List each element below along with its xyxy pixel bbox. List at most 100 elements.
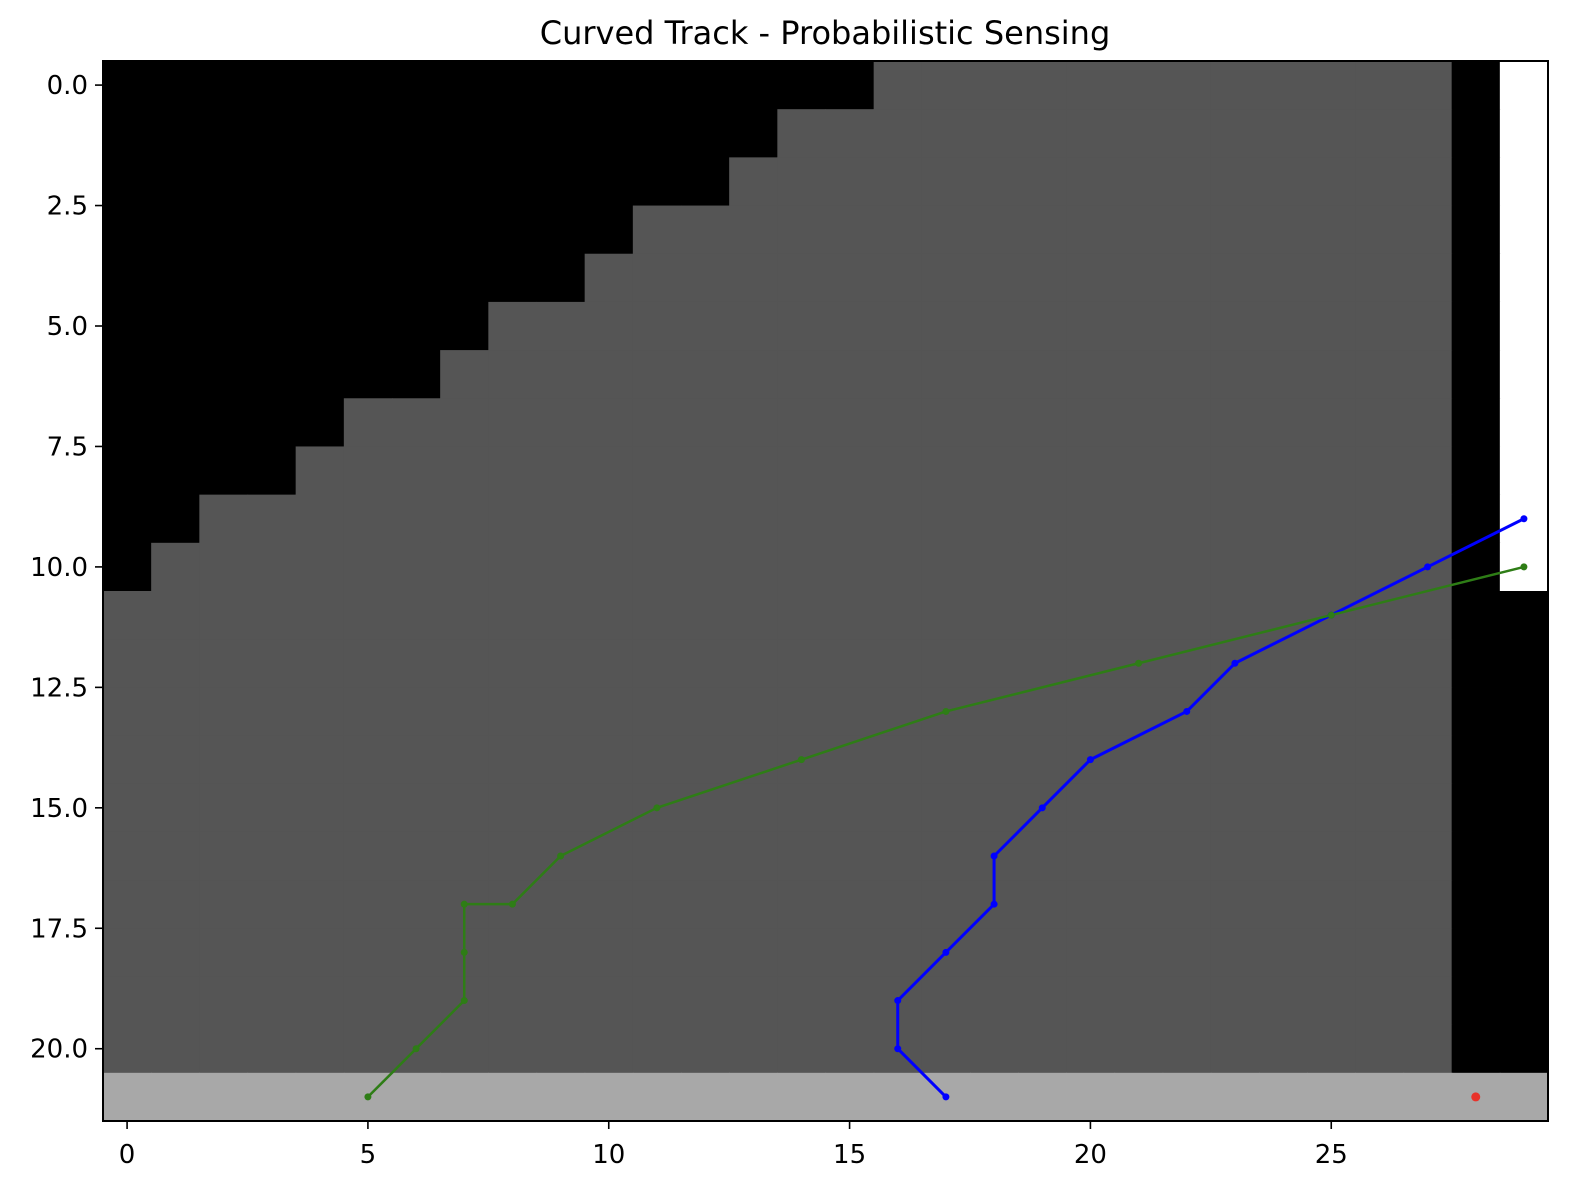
grid-cell xyxy=(777,639,827,688)
trajectory-point xyxy=(1135,659,1143,667)
grid-cell xyxy=(1018,446,1067,496)
grid-cell xyxy=(729,783,778,833)
grid-cell xyxy=(1499,928,1549,978)
grid-cell xyxy=(199,446,249,496)
y-tick-label: 12.5 xyxy=(30,673,88,703)
x-axis-ticks: 0 5 10 15 20 25 xyxy=(119,1121,1348,1170)
grid-cell xyxy=(343,735,393,785)
grid-cell xyxy=(1403,61,1453,110)
grid-cell xyxy=(1259,976,1308,1026)
grid-cell xyxy=(584,398,634,448)
grid-cell xyxy=(873,61,923,110)
grid-cell xyxy=(488,1024,538,1074)
grid-cell xyxy=(103,687,152,737)
grid-cell xyxy=(1114,109,1164,158)
grid-cell xyxy=(681,880,730,929)
grid-cell xyxy=(295,1024,345,1074)
grid-cell xyxy=(825,157,875,207)
grid-cell xyxy=(1018,880,1067,929)
grid-cell xyxy=(488,687,538,737)
grid-cell xyxy=(777,928,827,978)
grid-cell xyxy=(295,880,345,929)
grid-cell xyxy=(440,350,489,399)
grid-cell xyxy=(1210,446,1260,496)
grid-cell xyxy=(1499,253,1549,303)
grid-cell xyxy=(1451,831,1501,881)
grid-cell xyxy=(1403,976,1453,1026)
grid-cell xyxy=(584,928,634,978)
grid-cell xyxy=(440,253,489,303)
grid-cell xyxy=(392,61,441,110)
grid-cell xyxy=(1066,880,1116,929)
grid-cell xyxy=(536,1072,586,1122)
grid-cell xyxy=(1451,494,1501,544)
grid-cell xyxy=(1403,687,1453,737)
grid-cell xyxy=(632,446,682,496)
grid-cell xyxy=(1210,1024,1260,1074)
grid-cell xyxy=(247,1072,297,1122)
grid-cell xyxy=(199,253,249,303)
grid-cell xyxy=(1403,639,1453,688)
grid-cell xyxy=(1451,446,1501,496)
grid-cell xyxy=(343,494,393,544)
grid-cell xyxy=(825,61,875,110)
grid-cell xyxy=(247,976,297,1026)
grid-cell xyxy=(151,735,200,785)
grid-cell xyxy=(1307,1072,1356,1122)
grid-cell xyxy=(777,301,827,351)
grid-cell xyxy=(873,542,923,592)
grid-cell xyxy=(777,976,827,1026)
trajectory-point xyxy=(942,1093,950,1101)
grid-cell xyxy=(921,494,971,544)
grid-cell xyxy=(1259,446,1308,496)
grid-cell xyxy=(632,928,682,978)
grid-cell xyxy=(1259,1024,1308,1074)
grid-cell xyxy=(488,205,538,255)
grid-cell xyxy=(1355,446,1405,496)
grid-cell xyxy=(1114,446,1164,496)
grid-cell xyxy=(1403,446,1453,496)
grid-cell xyxy=(873,639,923,688)
grid-cell xyxy=(536,109,586,158)
grid-cell xyxy=(1259,350,1308,399)
grid-cell xyxy=(151,1024,200,1074)
grid-cell xyxy=(1162,1072,1212,1122)
grid-cell xyxy=(392,109,441,158)
grid-cell xyxy=(199,398,249,448)
grid-cell xyxy=(151,398,200,448)
grid-cell xyxy=(970,783,1019,833)
grid-cell xyxy=(488,350,538,399)
grid-cell xyxy=(1114,350,1164,399)
grid-cell xyxy=(1451,1024,1501,1074)
grid-cell xyxy=(1210,687,1260,737)
grid-cell xyxy=(536,301,586,351)
trajectory-point xyxy=(412,1045,420,1053)
grid-cell xyxy=(1162,1024,1212,1074)
grid-cell xyxy=(632,880,682,929)
grid-cell xyxy=(1355,205,1405,255)
grid-cell xyxy=(681,109,730,158)
grid-cell xyxy=(151,542,200,592)
grid-cell xyxy=(584,157,634,207)
grid-cell xyxy=(1259,542,1308,592)
grid-cell xyxy=(295,831,345,881)
grid-cell xyxy=(247,61,297,110)
grid-cell xyxy=(295,542,345,592)
grid-cell xyxy=(873,928,923,978)
grid-cell xyxy=(536,735,586,785)
grid-cell xyxy=(1355,61,1405,110)
grid-cell xyxy=(488,446,538,496)
grid-cell xyxy=(1355,735,1405,785)
trajectory-point xyxy=(990,852,998,860)
grid-cell xyxy=(295,639,345,688)
grid-cell xyxy=(1114,157,1164,207)
grid-cell xyxy=(536,639,586,688)
grid-cell xyxy=(1114,880,1164,929)
grid-cell xyxy=(151,831,200,881)
grid-cell xyxy=(1307,735,1356,785)
grid-cell xyxy=(1451,783,1501,833)
grid-cell xyxy=(103,1024,152,1074)
grid-cell xyxy=(1307,301,1356,351)
y-tick-label: 2.5 xyxy=(47,192,88,222)
grid-cell xyxy=(440,783,489,833)
